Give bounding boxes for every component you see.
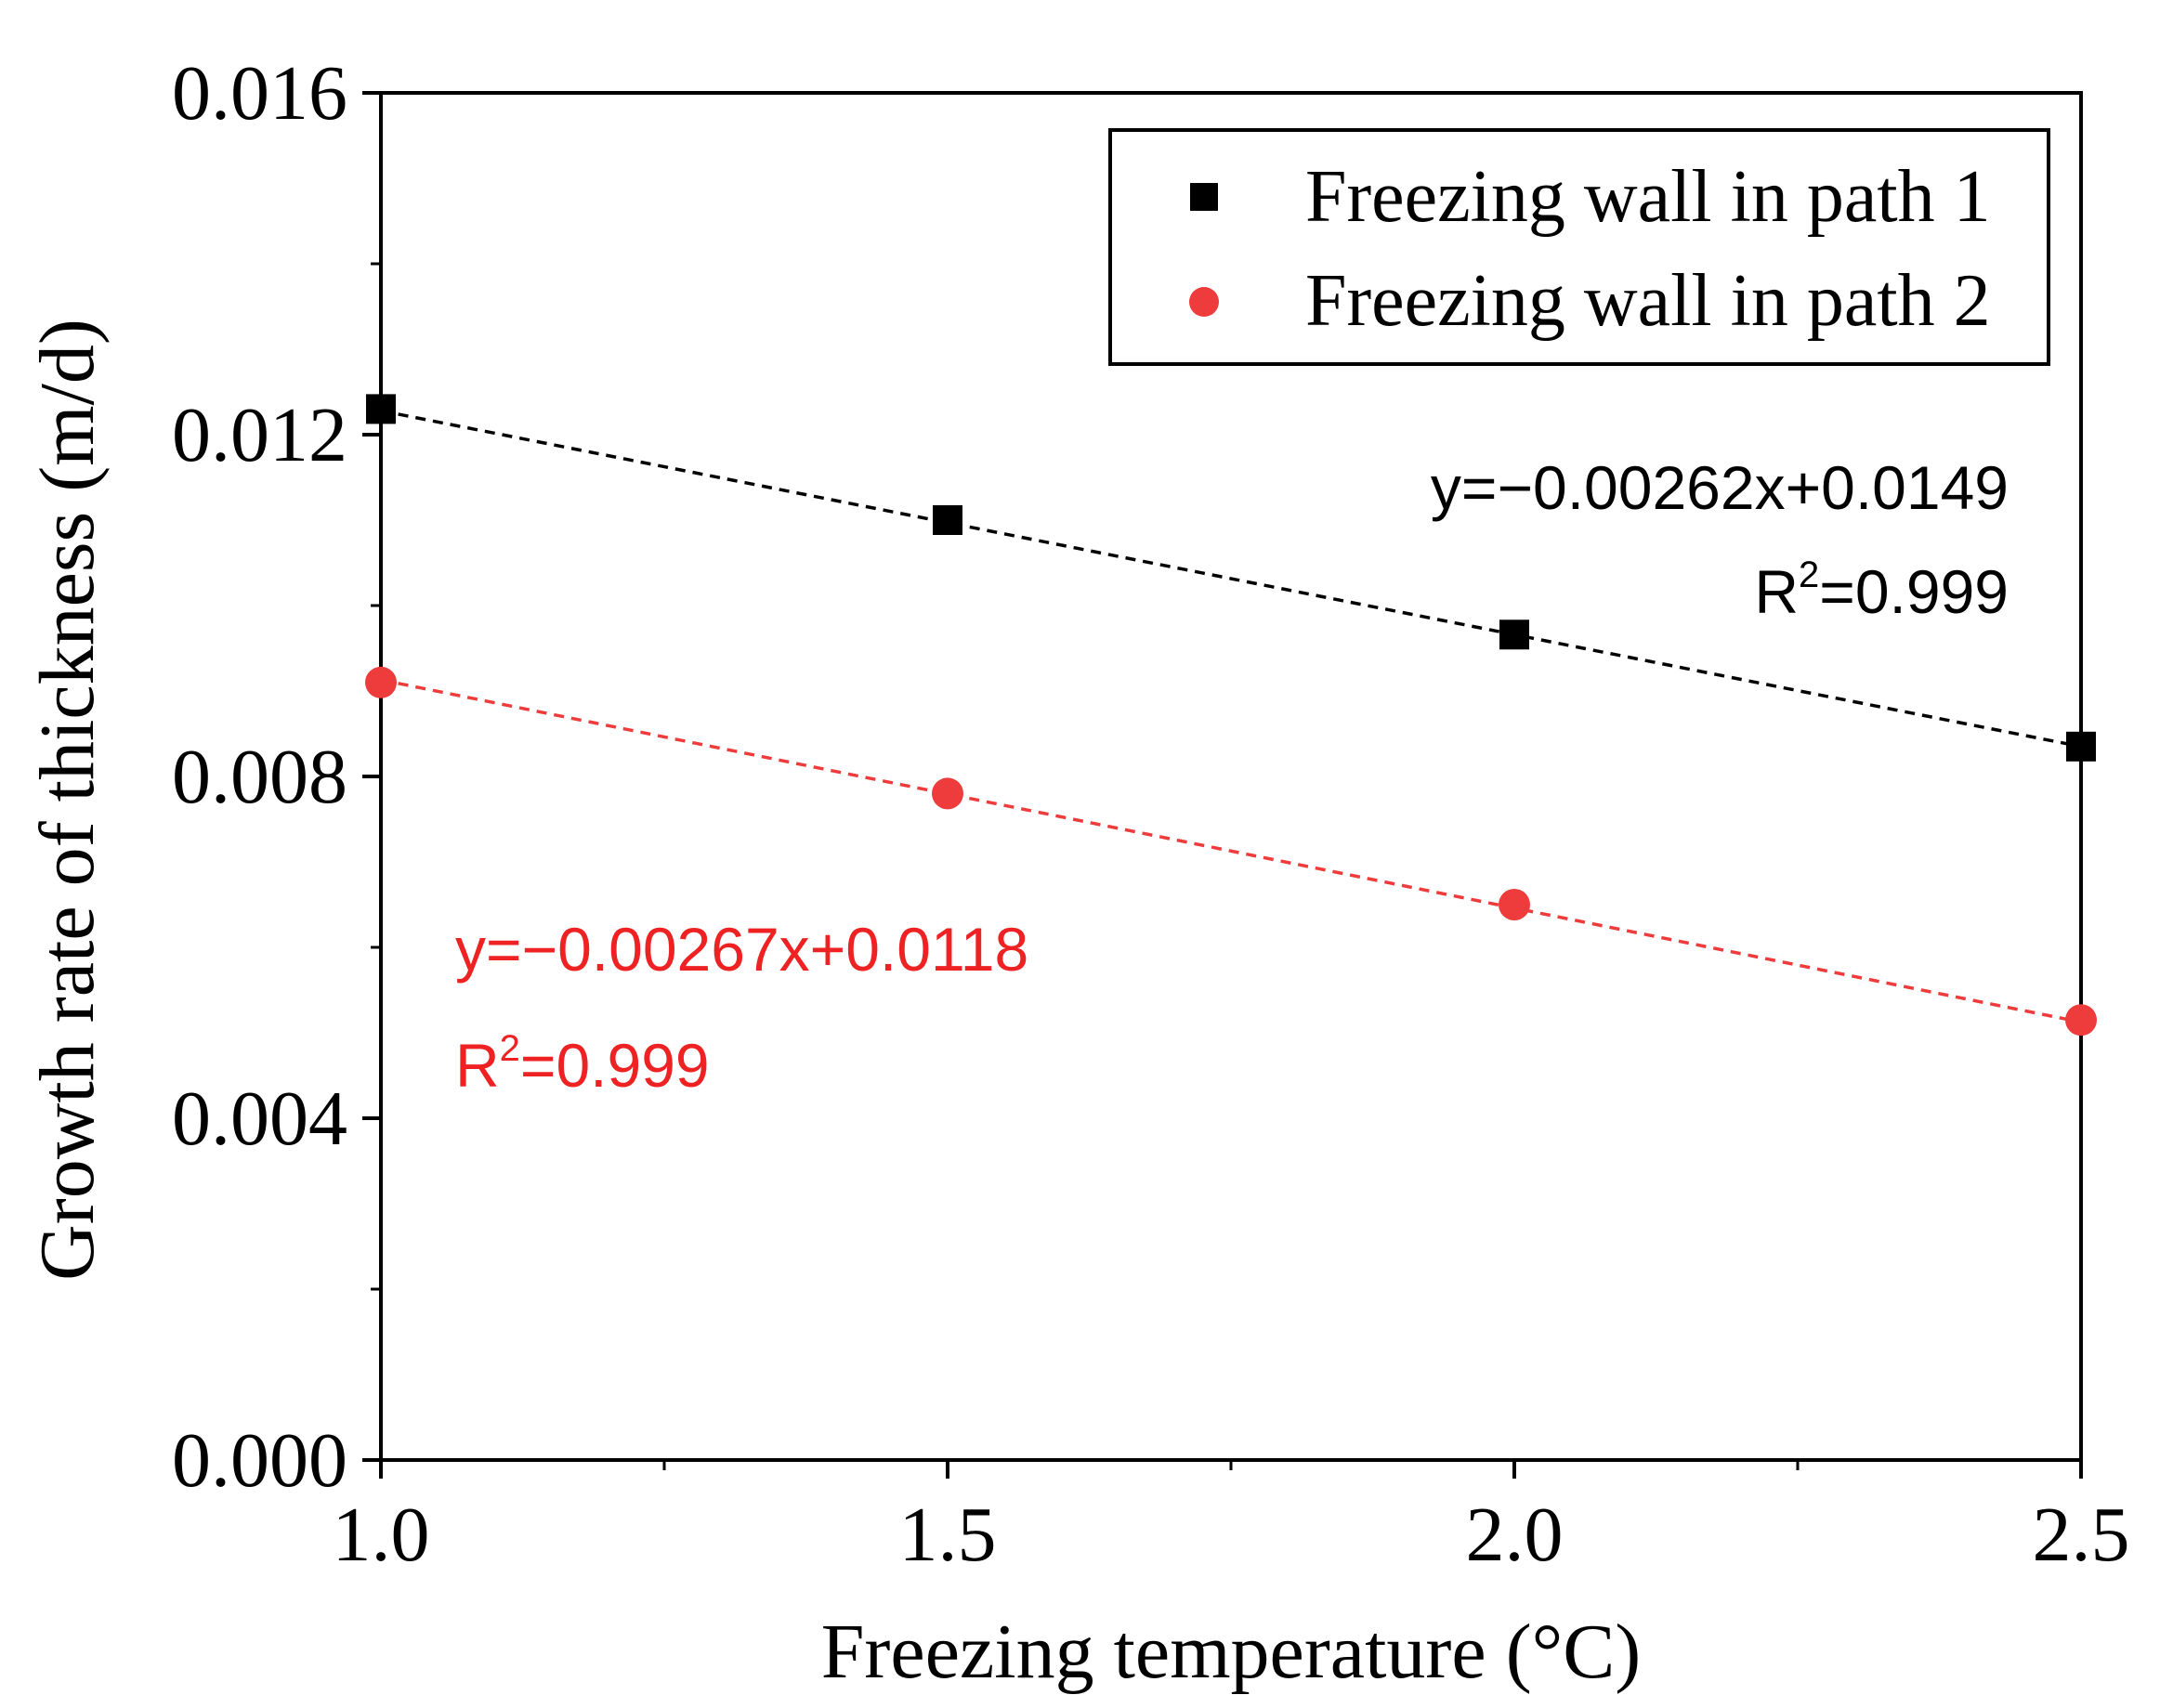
legend-entry-path-2: Freezing wall in path 2 [1305, 260, 1991, 342]
x-axis-title: Freezing temperature (°C) [821, 1609, 1642, 1695]
legend-box [1108, 128, 2050, 366]
point-path-2 [365, 666, 397, 698]
legend-entry-path-1: Freezing wall in path 1 [1305, 156, 1991, 238]
point-path-1 [2066, 731, 2096, 762]
point-path-1 [366, 394, 396, 424]
x-tick-label: 2.0 [1466, 1492, 1564, 1578]
point-path-2 [932, 777, 963, 810]
y-axis-title: Growth rate of thickness (m/d) [24, 319, 111, 1281]
point-path-2 [2065, 1004, 2097, 1037]
x-tick-label: 1.0 [333, 1492, 430, 1578]
point-path-2 [1499, 889, 1530, 920]
point-path-1 [933, 505, 962, 535]
r2-value-path-1: =0.999 [1819, 557, 2009, 626]
r2-sup-path-1: 2 [1799, 554, 1819, 595]
r2-sup-path-2: 2 [500, 1028, 520, 1069]
y-tick-label: 0.016 [172, 50, 347, 137]
y-tick-label: 0.012 [172, 392, 347, 478]
x-tick-label: 2.5 [2033, 1492, 2130, 1578]
fit-r2-path-2: R2=0.999 [455, 1028, 710, 1100]
fit-equation-path-2: y=−0.00267x+0.0118 [455, 915, 1028, 984]
legend: Freezing wall in path 1 Freezing wall in… [1108, 128, 2050, 366]
y-tick-label: 0.004 [172, 1076, 347, 1162]
x-tick-label: 1.5 [899, 1492, 997, 1578]
legend-marker-path-2 [1189, 287, 1219, 317]
r2-value-path-2: =0.999 [520, 1031, 710, 1100]
r2-label-path-1: R [1754, 557, 1799, 626]
fit-line-path-2 [380, 678, 2082, 1024]
fit-equation-path-1: y=−0.00262x+0.0149 [1431, 453, 2009, 522]
y-tick-label: 0.008 [172, 734, 347, 820]
y-tick-label: 0.000 [172, 1417, 347, 1504]
fit-line-path-1 [380, 409, 2082, 749]
fit-r2-path-1: R2=0.999 [1754, 554, 2009, 626]
point-path-1 [1499, 619, 1529, 650]
legend-marker-path-1 [1190, 183, 1218, 211]
r2-label-path-2: R [455, 1031, 500, 1100]
